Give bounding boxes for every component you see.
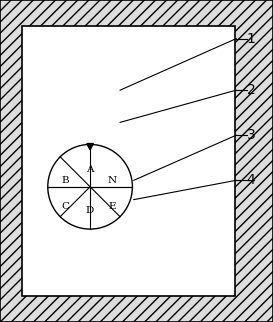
- Text: B: B: [62, 176, 69, 185]
- Text: 3: 3: [247, 128, 256, 142]
- Text: E: E: [108, 202, 116, 211]
- Text: N: N: [107, 176, 117, 185]
- Text: 1: 1: [247, 32, 256, 46]
- Bar: [22, 26, 235, 296]
- Text: 2: 2: [247, 83, 256, 97]
- Text: C: C: [61, 202, 70, 211]
- Text: 4: 4: [247, 173, 256, 187]
- Circle shape: [48, 145, 132, 229]
- Text: A: A: [86, 165, 94, 174]
- Polygon shape: [87, 144, 93, 150]
- Text: D: D: [86, 206, 94, 215]
